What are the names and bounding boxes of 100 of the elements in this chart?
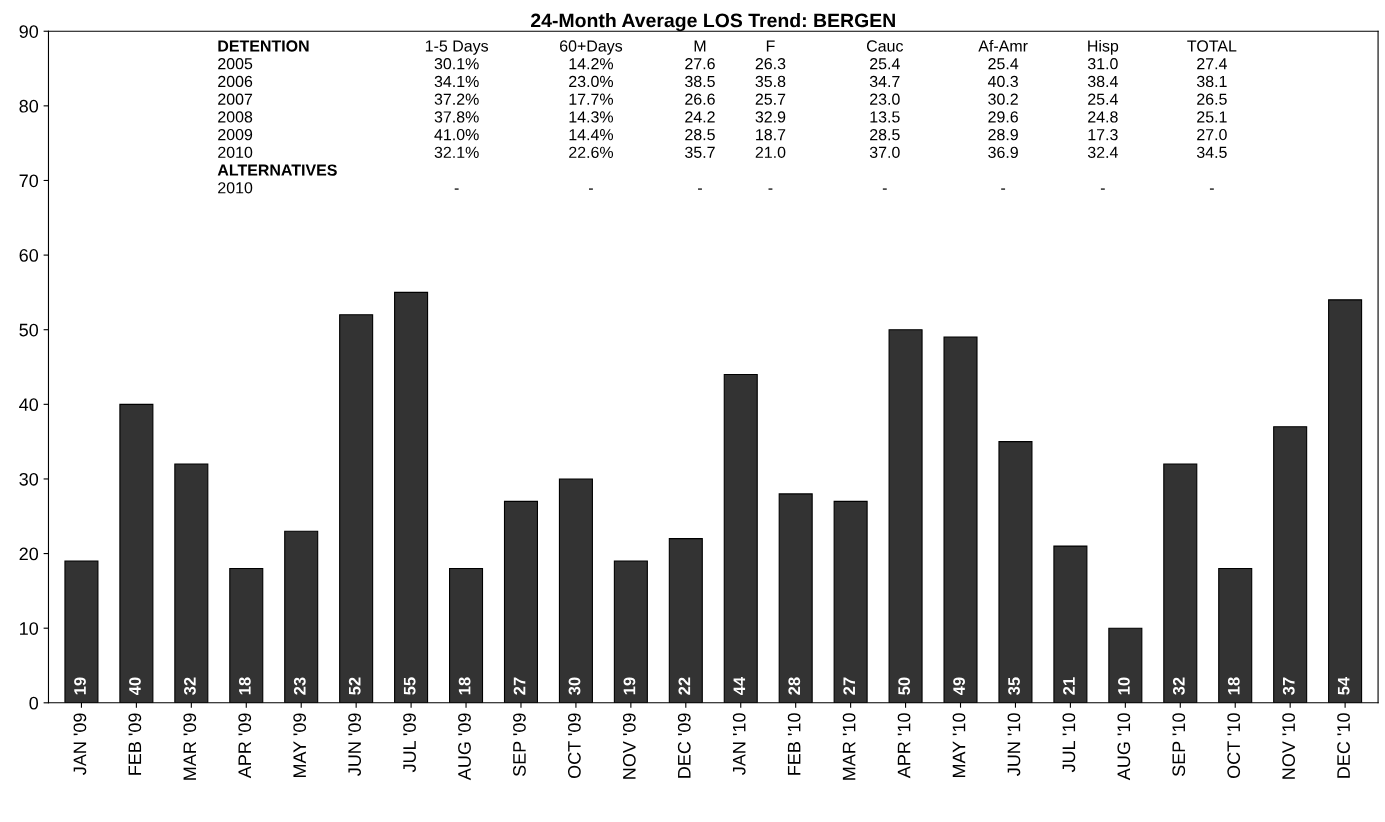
y-tick-label: 30	[19, 472, 39, 486]
annotation: -	[1001, 188, 1006, 190]
annotation: 14.2%	[569, 58, 614, 70]
annotation: 22.6%	[569, 146, 614, 159]
annotation: 60+Days	[560, 40, 623, 55]
x-tick-label: SEP '10	[1172, 713, 1186, 777]
annotation: 2010	[218, 182, 253, 194]
data-label: 35	[1008, 677, 1020, 695]
data-label: 23	[293, 677, 306, 695]
annotation: 29.6	[988, 111, 1018, 123]
annotation: 35.8	[755, 75, 786, 88]
x-tick-label: APR '09	[238, 713, 252, 779]
annotation: 32.1%	[434, 146, 479, 159]
data-label: 28	[788, 677, 801, 695]
annotation: -	[589, 188, 593, 190]
annotation: 40.3	[987, 75, 1018, 88]
annotation: 27.4	[1197, 58, 1227, 70]
x-tick-label: APR '10	[897, 713, 911, 779]
annotation: 28.9	[988, 128, 1018, 141]
annotation: -	[768, 188, 773, 190]
annotation: -	[882, 188, 887, 190]
annotation: 38.5	[685, 75, 715, 88]
annotation: 35.7	[685, 146, 715, 159]
data-label: 54	[1337, 676, 1350, 695]
data-label: 50	[898, 677, 911, 695]
x-tick-label: JAN '09	[73, 713, 87, 775]
annotation: 2008	[218, 111, 253, 123]
annotation: 2009	[218, 128, 253, 141]
annotation: 36.9	[988, 146, 1018, 159]
data-label: 19	[74, 677, 86, 695]
annotation: 25.4	[870, 58, 900, 70]
annotation: 38.1	[1196, 75, 1227, 88]
x-tick-label: OCT '09	[567, 713, 581, 779]
annotation: 32.4	[1087, 146, 1118, 159]
annotation: Af-Amr	[978, 39, 1028, 52]
annotation: TOTAL	[1187, 40, 1237, 52]
data-label: 27	[513, 677, 526, 695]
annotation: 23.0	[870, 93, 900, 105]
data-label: 30	[568, 677, 581, 695]
y-tick-label: 60	[19, 249, 39, 262]
annotation: DETENTION	[218, 40, 309, 52]
x-tick-label: DEC '09	[677, 713, 691, 778]
annotation: 26.6	[685, 93, 715, 105]
x-tick-label: NOV '09	[622, 713, 636, 779]
annotation: 17.7%	[569, 93, 614, 105]
annotation: 30.2	[988, 93, 1018, 105]
annotation: 26.5	[1197, 93, 1227, 105]
y-tick-label: 70	[19, 174, 39, 188]
annotation: 18.7	[756, 128, 786, 141]
annotation: 27.6	[685, 58, 715, 70]
data-label: 52	[348, 677, 361, 695]
y-tick-label: 40	[19, 398, 39, 412]
annotation: 37.8%	[434, 111, 479, 123]
x-tick-label: JAN '10	[732, 713, 746, 775]
annotation: 25.4	[988, 58, 1019, 70]
data-label: 18	[1227, 677, 1240, 695]
x-tick-label: DEC '10	[1337, 713, 1350, 778]
annotation: 26.3	[755, 58, 786, 70]
annotation: 34.7	[869, 75, 900, 88]
data-label: 37	[1282, 677, 1295, 695]
annotation: 24.2	[685, 111, 715, 123]
y-tick-label: 20	[19, 547, 39, 561]
data-label: 22	[678, 677, 691, 695]
y-tick-label: 90	[19, 25, 39, 38]
data-label: 18	[238, 677, 251, 695]
chart-title: 24-Month Average LOS Trend: BERGEN	[531, 13, 895, 32]
annotation: 25.1	[1197, 111, 1227, 123]
annotation: 25.7	[755, 93, 786, 105]
annotation: 24.8	[1088, 111, 1118, 123]
data-label: 40	[129, 677, 141, 696]
y-tick-label: 0	[29, 696, 39, 710]
data-label: 44	[733, 676, 746, 696]
x-tick-label: MAY '10	[952, 713, 966, 778]
x-tick-label: JUL '09	[403, 713, 416, 773]
data-label: 32	[1172, 677, 1185, 695]
annotation: Hisp	[1088, 39, 1119, 55]
annotation: -	[1209, 188, 1214, 190]
annotation: 25.4	[1088, 93, 1118, 105]
annotation: 38.4	[1087, 75, 1118, 88]
data-label: 21	[1063, 677, 1075, 695]
data-label: 49	[953, 677, 965, 696]
data-label: 55	[403, 677, 416, 695]
x-tick-label: MAR '10	[842, 713, 856, 780]
annotation: F	[766, 40, 775, 52]
x-tick-label: JUL '10	[1062, 713, 1076, 773]
annotation: 2006	[218, 75, 253, 88]
x-tick-label: JUN '10	[1007, 713, 1021, 776]
annotation: 14.3%	[569, 111, 614, 123]
annotation: 37.2%	[434, 93, 479, 105]
x-tick-label: AUG '09	[458, 713, 471, 781]
annotation: 2005	[218, 58, 253, 70]
annotation: 2007	[218, 93, 253, 105]
y-tick-label: 10	[20, 622, 39, 635]
data-label: 10	[1118, 677, 1130, 695]
x-tick-label: FEB '09	[128, 713, 142, 775]
annotation: 30.1%	[434, 58, 479, 70]
annotation: 23.0%	[569, 75, 614, 88]
annotation: 21.0	[755, 146, 786, 159]
y-tick-label: 50	[19, 323, 39, 337]
y-tick-label: 80	[19, 99, 39, 113]
